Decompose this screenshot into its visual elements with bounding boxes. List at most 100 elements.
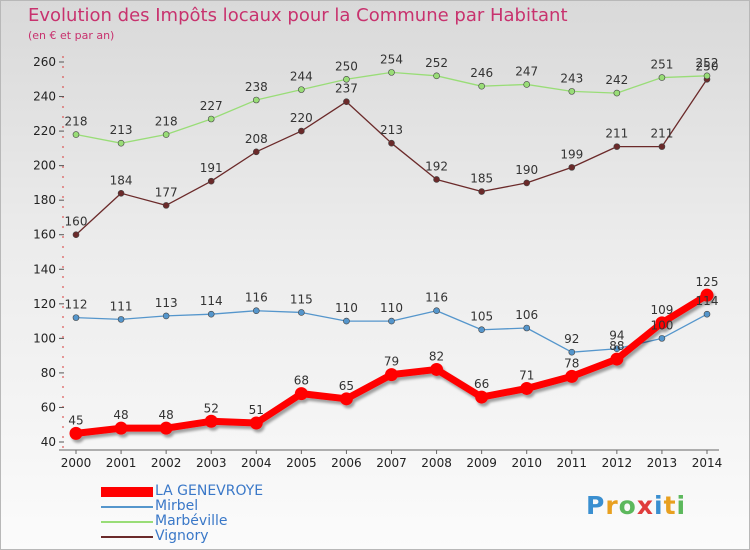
data-point bbox=[117, 189, 125, 197]
data-label: 110 bbox=[335, 301, 358, 315]
data-point bbox=[117, 316, 125, 323]
y-tick-label: 60 bbox=[41, 400, 56, 414]
data-label: 250 bbox=[335, 59, 358, 73]
data-point bbox=[703, 310, 711, 318]
data-label: 82 bbox=[429, 349, 444, 363]
data-label: 71 bbox=[519, 368, 534, 382]
data-point bbox=[343, 75, 350, 83]
data-point bbox=[523, 179, 531, 187]
data-point bbox=[613, 345, 621, 353]
x-tick-label: 2011 bbox=[557, 456, 588, 470]
data-point bbox=[339, 392, 353, 406]
data-label: 112 bbox=[65, 298, 88, 312]
data-label: 211 bbox=[605, 127, 628, 141]
y-tick-label: 160 bbox=[33, 228, 56, 242]
data-label: 177 bbox=[155, 185, 178, 199]
x-tick-label: 2009 bbox=[466, 456, 497, 470]
y-tick-label: 260 bbox=[33, 55, 56, 69]
data-label: 220 bbox=[290, 111, 313, 125]
y-tick-label: 180 bbox=[33, 193, 56, 207]
data-label: 213 bbox=[110, 123, 133, 137]
x-tick-label: 2013 bbox=[647, 456, 678, 470]
y-tick-label: 140 bbox=[33, 262, 56, 276]
data-point bbox=[388, 69, 395, 76]
data-label: 246 bbox=[470, 66, 493, 80]
data-point bbox=[478, 188, 485, 195]
data-point bbox=[298, 127, 305, 135]
data-label: 247 bbox=[515, 64, 538, 78]
data-label: 185 bbox=[470, 172, 493, 186]
series-line bbox=[75, 78, 708, 236]
data-point bbox=[478, 82, 485, 90]
data-point bbox=[478, 326, 485, 334]
data-label: 45 bbox=[68, 413, 83, 427]
proxiti-logo: Proxiti bbox=[586, 491, 686, 520]
data-label: 242 bbox=[605, 73, 628, 87]
x-tick-label: 2014 bbox=[692, 456, 723, 470]
data-label: 125 bbox=[696, 275, 719, 289]
x-tick-label: 2004 bbox=[241, 456, 272, 470]
data-point bbox=[388, 139, 395, 147]
data-label: 251 bbox=[650, 58, 673, 72]
legend-swatch bbox=[101, 521, 153, 523]
data-point bbox=[343, 317, 350, 325]
logo-letter: r bbox=[605, 491, 619, 520]
x-tick-label: 2000 bbox=[61, 456, 92, 470]
legend-label: Mirbel bbox=[155, 498, 199, 514]
logo-letter: i bbox=[654, 491, 664, 520]
data-point bbox=[433, 307, 440, 315]
y-tick-label: 220 bbox=[33, 124, 56, 138]
data-label: 68 bbox=[294, 374, 309, 388]
data-point bbox=[162, 312, 170, 320]
data-label: 192 bbox=[425, 159, 448, 173]
data-point bbox=[114, 421, 128, 435]
legend-label: Marbéville bbox=[155, 513, 228, 529]
x-tick-label: 2006 bbox=[331, 456, 362, 470]
data-label: 114 bbox=[200, 294, 223, 308]
data-point bbox=[207, 177, 215, 185]
data-label: 48 bbox=[113, 408, 128, 422]
data-label: 227 bbox=[200, 99, 223, 113]
logo-letter: i bbox=[676, 491, 687, 520]
data-label: 100 bbox=[650, 318, 673, 332]
chart-title: Evolution des Impôts locaux pour la Comm… bbox=[28, 5, 568, 26]
data-point bbox=[117, 139, 125, 147]
x-tick-label: 2012 bbox=[602, 456, 633, 470]
data-label: 116 bbox=[425, 291, 448, 305]
y-tick-label: 200 bbox=[33, 159, 56, 173]
data-label: 184 bbox=[110, 173, 133, 187]
data-label: 218 bbox=[155, 115, 178, 129]
data-point bbox=[433, 176, 440, 183]
data-point bbox=[207, 115, 215, 123]
data-point bbox=[700, 288, 714, 302]
data-label: 88 bbox=[609, 339, 624, 353]
data-point bbox=[613, 143, 621, 150]
data-point bbox=[655, 316, 669, 330]
data-label: 116 bbox=[245, 291, 268, 305]
data-label: 48 bbox=[159, 408, 174, 422]
data-point bbox=[159, 421, 173, 435]
data-label: 254 bbox=[380, 52, 403, 66]
data-point bbox=[72, 131, 80, 138]
data-label: 238 bbox=[245, 80, 268, 94]
x-tick-label: 2003 bbox=[196, 456, 227, 470]
data-label: 237 bbox=[335, 82, 358, 96]
data-point bbox=[298, 309, 305, 316]
data-point bbox=[162, 131, 170, 138]
data-point bbox=[610, 352, 624, 366]
series-marbeville bbox=[72, 69, 711, 147]
data-label: 243 bbox=[560, 71, 583, 85]
data-point bbox=[388, 317, 395, 325]
logo-letter: t bbox=[663, 491, 677, 520]
data-point bbox=[523, 324, 531, 332]
data-label: 110 bbox=[380, 301, 403, 315]
data-point bbox=[72, 231, 80, 239]
y-tick-label: 40 bbox=[41, 435, 56, 449]
data-point bbox=[568, 348, 576, 356]
logo-letter: x bbox=[636, 491, 654, 520]
data-point bbox=[252, 148, 260, 156]
x-tick-label: 2010 bbox=[511, 456, 542, 470]
logo-letter: P bbox=[586, 491, 606, 520]
